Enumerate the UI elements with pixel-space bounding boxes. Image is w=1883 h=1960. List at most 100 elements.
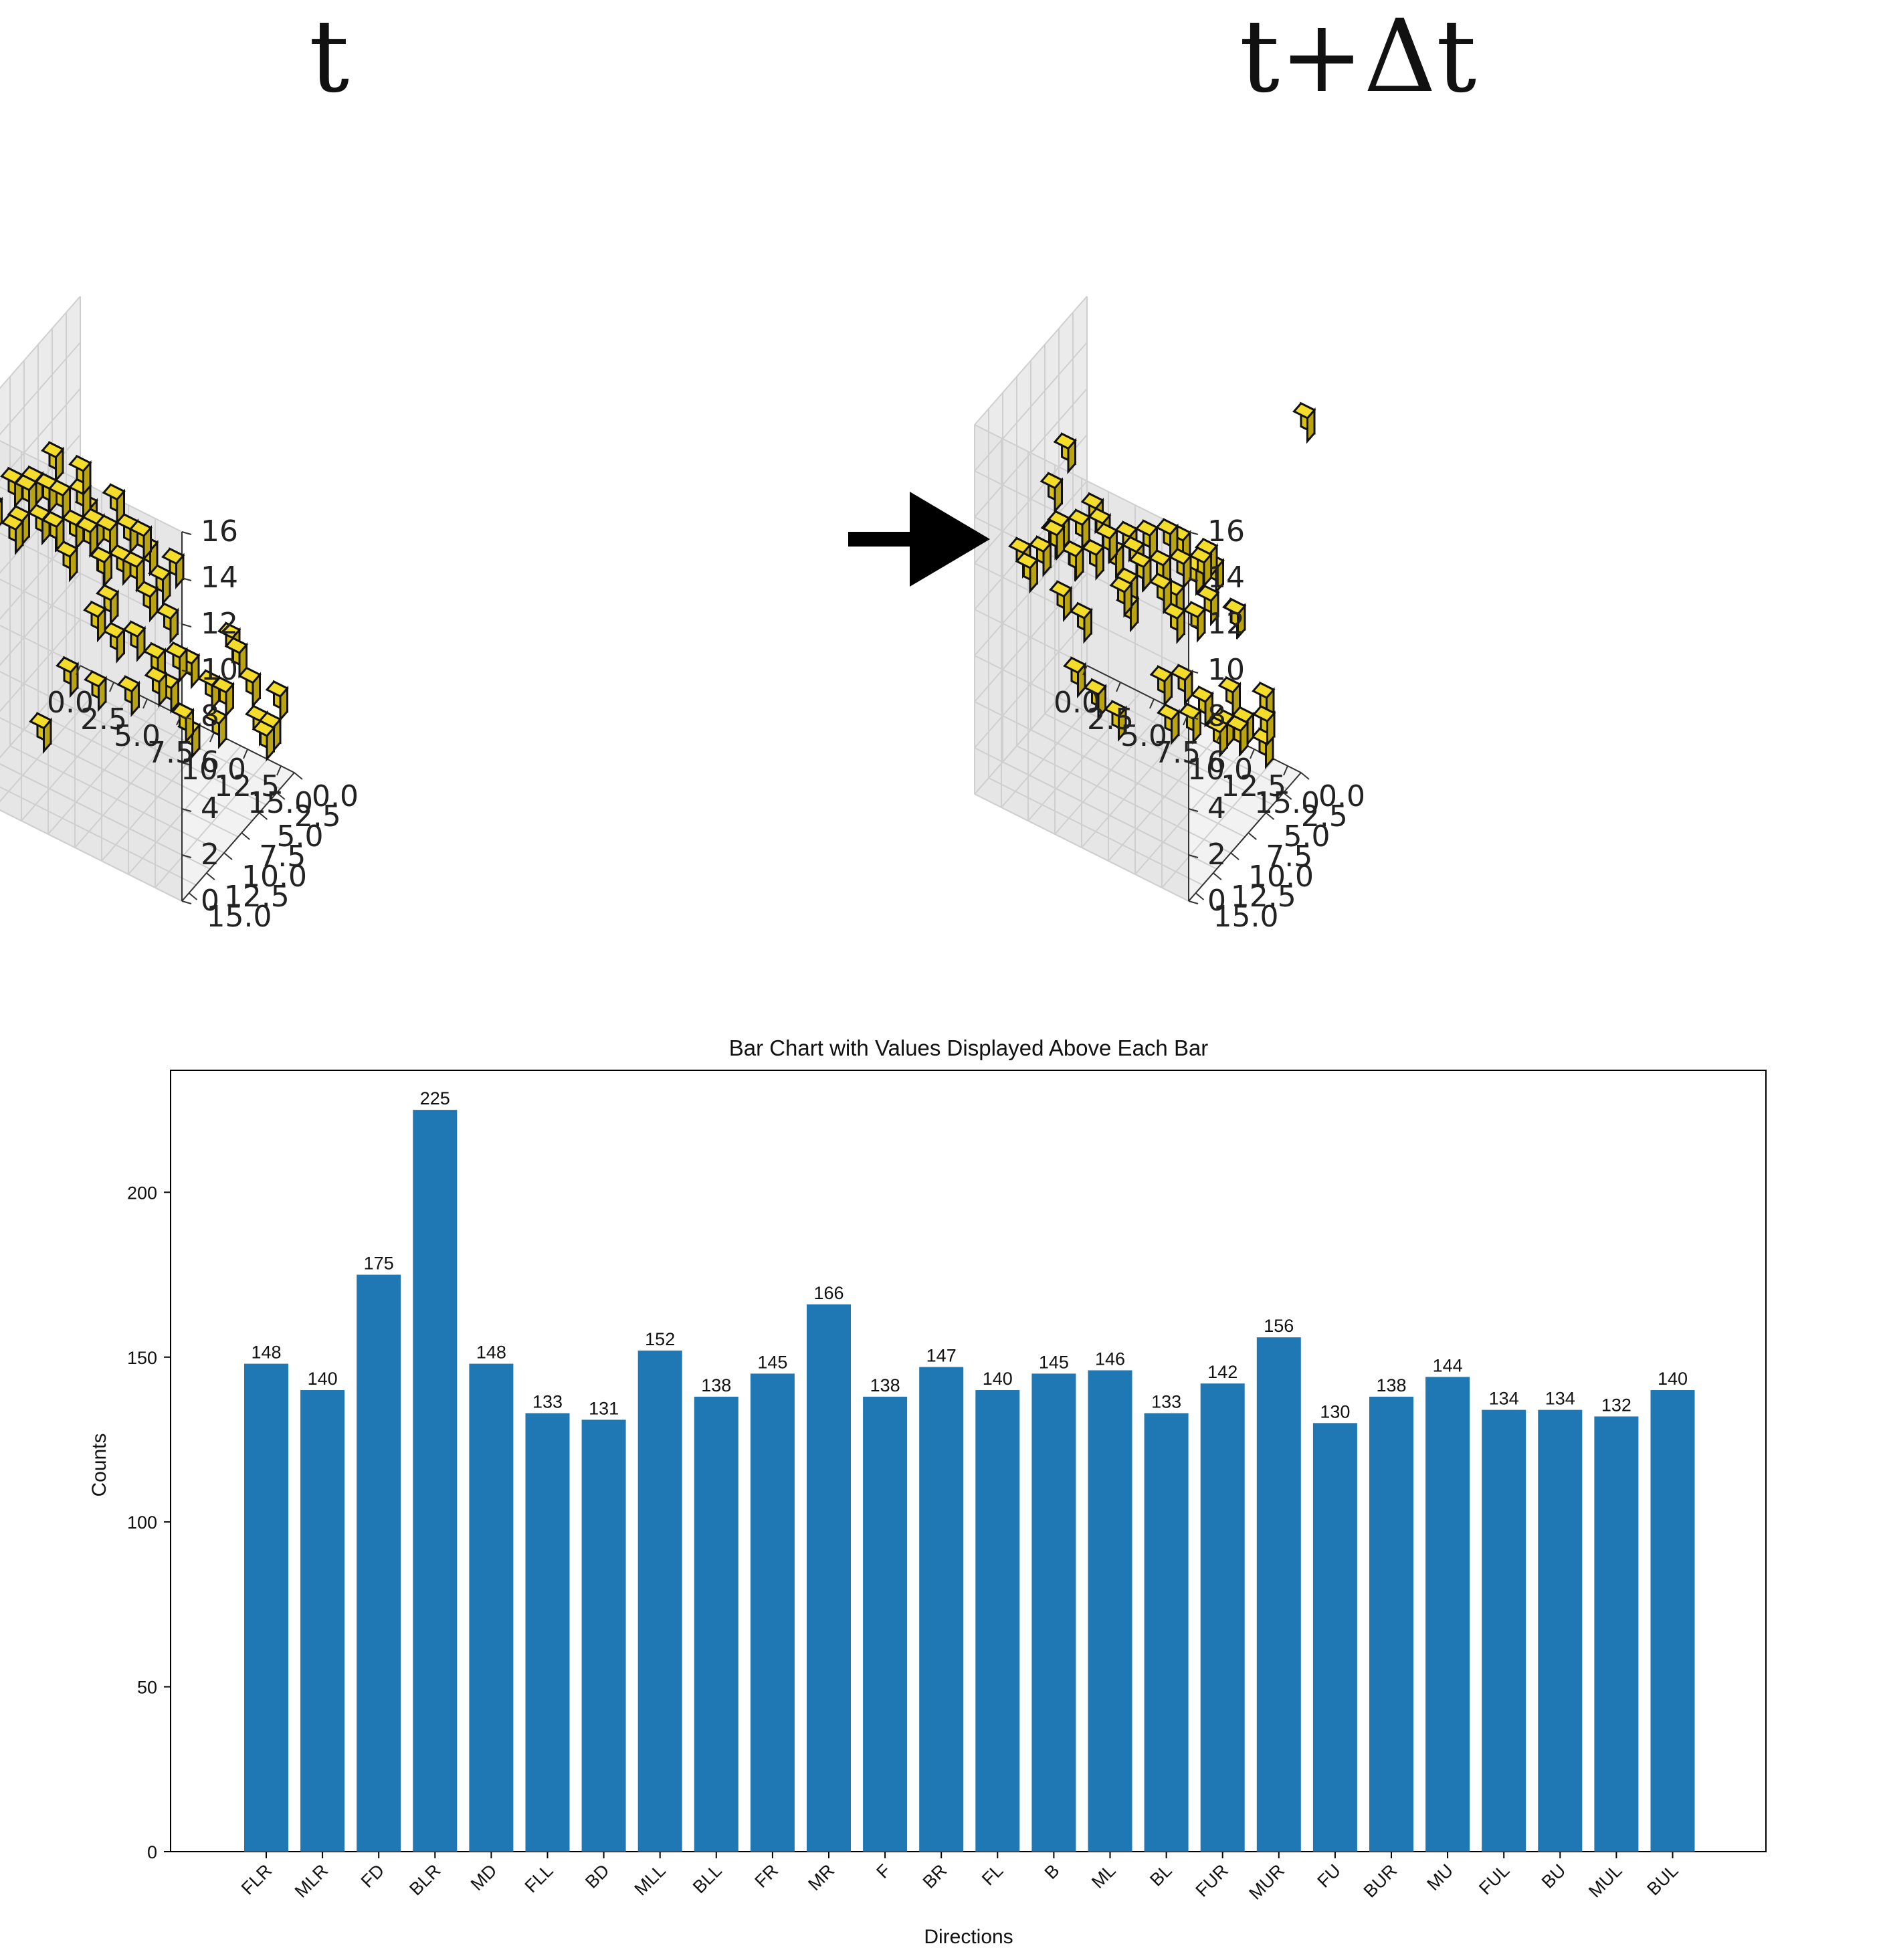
x-tick-label: 7.5 [147, 736, 194, 770]
voxel-cube [1196, 584, 1220, 627]
voxel-top-face [1225, 714, 1250, 732]
x-tick-label: ML [1088, 1860, 1120, 1892]
voxel-cube [1039, 472, 1064, 514]
x-tick-label: BR [919, 1860, 951, 1892]
voxel-cube [1170, 664, 1194, 706]
x-tick-label: MD [467, 1860, 501, 1894]
grid-line [0, 786, 197, 886]
voxel-cube [161, 547, 185, 589]
bar-bur [1369, 1396, 1413, 1852]
voxel-cube [252, 719, 276, 762]
bar-bd [581, 1419, 626, 1852]
voxel-top-face [1178, 702, 1202, 720]
voxel-cube [1, 513, 25, 555]
bar-ful [1482, 1409, 1526, 1852]
z-tick-label: 8 [1207, 699, 1226, 733]
voxel-top-face [252, 720, 276, 737]
x-tick-label: FD [357, 1860, 389, 1892]
y-tick-mark [258, 812, 268, 820]
z-tick-label: 4 [1207, 791, 1226, 825]
voxel-top-face [84, 670, 108, 688]
voxel-top-face [95, 514, 119, 532]
z-tick-label: 4 [201, 791, 219, 825]
voxel-cube [1081, 538, 1105, 581]
y-tick-mark [1265, 812, 1275, 820]
voxel-top-face [0, 497, 3, 503]
bar-value-label: 134 [1545, 1389, 1575, 1409]
x-tick-label: BL [1146, 1860, 1176, 1890]
title-t-plus-dt: t+Δt [1239, 0, 1477, 115]
x-tick-label: FU [1313, 1860, 1345, 1892]
voxel-top-face [1083, 678, 1107, 696]
z-tick-mark [181, 670, 192, 674]
y-tick-label: 15.0 [207, 900, 272, 934]
bar-value-label: 148 [251, 1343, 281, 1363]
grid-line [0, 342, 81, 435]
x-tick-label: MLR [291, 1860, 332, 1902]
voxel-top-face [144, 666, 168, 684]
voxel-cube [96, 583, 120, 626]
grid-line [974, 296, 1088, 425]
z-tick-mark [1188, 531, 1199, 535]
y-tick-label: 0 [147, 1842, 157, 1862]
z-tick-mark [181, 762, 192, 766]
z-tick-mark [1188, 716, 1199, 720]
voxel-top-face [1170, 664, 1194, 682]
z-tick-label: 10 [201, 653, 238, 687]
voxel-top-face [211, 676, 235, 694]
grid-line [0, 763, 211, 870]
x-tick-label: 15.0 [1254, 786, 1320, 820]
z-tick-label: 0 [201, 884, 219, 918]
voxel-plot-t-plus-dt: 02468101214160.02.55.07.510.012.515.00.0… [974, 296, 1365, 934]
voxel-top-face [56, 656, 80, 674]
grid-line [1108, 732, 1221, 862]
bar-bul [1650, 1390, 1695, 1852]
plot-frame [170, 1070, 1767, 1852]
voxel-cube [1053, 432, 1077, 474]
z-tick-mark [1188, 854, 1199, 858]
voxel-top-face [1053, 432, 1077, 450]
voxel-cube [1162, 602, 1186, 644]
voxel-top-face [165, 642, 189, 659]
voxel-top-face [1015, 552, 1039, 569]
z-tick-label: 16 [201, 514, 238, 549]
bar-mlr [300, 1390, 345, 1852]
voxel-cube [1104, 700, 1128, 742]
voxel-cube [83, 600, 107, 643]
voxel-top-face [1028, 535, 1052, 553]
bar-fll [525, 1413, 570, 1852]
bar-fur [1200, 1383, 1245, 1852]
x-tick-label: BLR [405, 1860, 444, 1899]
voxel-plots: 02468101214160.02.55.07.510.012.515.00.0… [0, 296, 1365, 934]
voxel-cube [142, 642, 167, 684]
x-tick-mark [276, 765, 282, 776]
voxel-top-face [96, 584, 120, 601]
y-tick-label: 15.0 [1213, 900, 1279, 934]
voxel-top-face [55, 541, 79, 558]
x-tick-label: MR [804, 1860, 838, 1894]
voxel-top-face [1049, 580, 1073, 598]
y-tick-label: 10.0 [1248, 860, 1314, 894]
voxel-top-face [1104, 700, 1128, 718]
voxel-cube [171, 702, 195, 745]
bar-flr [244, 1363, 288, 1852]
voxel-cube [1149, 572, 1173, 615]
x-tick-mark [142, 698, 148, 709]
z-tick-mark [1188, 577, 1199, 581]
voxel-top-face [1292, 402, 1316, 419]
y-axis-line [1188, 772, 1302, 902]
voxel-top-face [41, 441, 65, 459]
y-axis-label: Counts [88, 1433, 110, 1496]
voxel-top-face [68, 455, 92, 472]
voxel-cube [29, 712, 53, 754]
z-tick-mark [181, 716, 192, 720]
voxel-cube [1067, 508, 1091, 551]
voxel-cube [1128, 551, 1153, 593]
voxel-cube [55, 540, 79, 583]
bar-f [863, 1396, 908, 1852]
x-tick-label: B [1041, 1860, 1064, 1883]
voxel-cube [1190, 685, 1214, 728]
voxel-top-face [155, 602, 179, 620]
voxel-side-face [0, 496, 3, 526]
z-tick-label: 12 [201, 607, 238, 641]
